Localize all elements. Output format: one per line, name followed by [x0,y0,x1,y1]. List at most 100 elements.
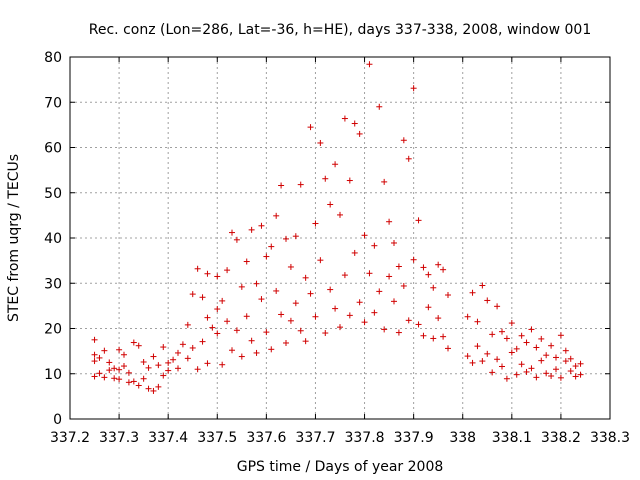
data-point [199,338,206,345]
data-point [513,371,520,378]
data-point [165,359,172,366]
data-point [302,274,309,281]
y-tick-label: 70 [44,95,62,111]
data-point [341,272,348,279]
data-point [435,315,442,322]
data-point [484,297,491,304]
data-point [155,362,162,369]
x-tick-label: 337.8 [344,430,384,446]
data-point [229,347,235,354]
data-point [430,284,437,291]
y-tick-label: 0 [53,412,62,428]
data-point [292,233,299,240]
data-point [268,243,275,250]
data-point [528,365,535,372]
y-tick-label: 40 [44,231,62,247]
data-point [508,349,515,356]
data-point [567,368,574,375]
y-tick-label: 80 [44,50,62,66]
data-point [346,312,353,319]
data-point [479,282,486,289]
data-point [248,226,255,233]
data-point [371,242,378,249]
x-axis-label: GPS time / Days of year 2008 [237,459,444,475]
x-tick-label: 337.9 [394,430,434,446]
y-tick-label: 50 [44,186,62,202]
data-point [238,283,245,290]
x-tick-label: 338.3 [590,430,630,446]
data-point [445,345,451,352]
data-point [341,115,348,122]
data-point [175,365,181,372]
data-point [508,320,515,327]
y-axis-label: STEC from uqrg / TECUs [6,154,22,322]
data-point [175,349,181,356]
x-tick-label: 338.1 [492,430,532,446]
data-point [135,382,142,389]
data-point [415,217,422,224]
data-point [381,178,388,185]
data-point [425,271,432,278]
data-point [523,368,530,375]
data-point [243,313,250,320]
data-point [557,374,564,381]
data-point [562,347,569,354]
data-point [184,355,191,362]
data-point [91,373,98,380]
data-point [258,296,265,303]
data-point [346,177,353,184]
data-point [287,317,294,324]
data-point [543,370,550,377]
data-point [322,175,329,182]
data-point [533,374,540,381]
data-point [297,327,304,334]
data-point [273,212,280,219]
data-point [538,335,545,342]
data-point [204,360,211,367]
data-point [410,85,417,92]
data-point [253,280,260,287]
data-point [297,181,304,188]
data-point [366,61,373,68]
x-tick-label: 337.2 [50,430,90,446]
data-point [317,139,324,146]
data-point [278,311,285,318]
data-point [415,321,422,328]
data-point [184,321,191,328]
x-tick-labels: 337.2 337.3 337.4 337.5 337.6 337.7 337.8 337.9… [50,430,630,446]
data-point [248,337,255,344]
data-point [469,289,476,296]
data-point [322,330,329,337]
x-tick-label: 337.7 [295,430,335,446]
data-point [395,329,402,336]
data-point [484,350,491,357]
data-point [548,342,555,349]
data-point [224,318,231,325]
data-point [533,344,540,351]
data-point [518,361,525,368]
data-point [204,314,211,321]
data-point [106,367,113,374]
data-point [243,258,250,265]
y-tick-labels: 0 10 20 30 40 50 60 70 80 [44,50,62,428]
data-point [420,332,427,339]
data-point [96,354,103,361]
y-tick-label: 20 [44,322,62,338]
data-point [499,328,505,335]
data-point [528,326,535,333]
data-point [572,373,579,380]
data-point [395,263,402,270]
data-point [420,264,427,271]
data-point [386,218,393,225]
data-point [435,261,442,268]
data-point [194,366,201,373]
data-point [101,374,108,381]
data-point [116,346,123,353]
data-point [445,292,451,299]
data-point [189,344,196,351]
data-point [474,318,481,325]
data-point [91,336,98,343]
data-point [513,345,520,352]
data-points [91,61,584,394]
data-point [503,375,510,382]
